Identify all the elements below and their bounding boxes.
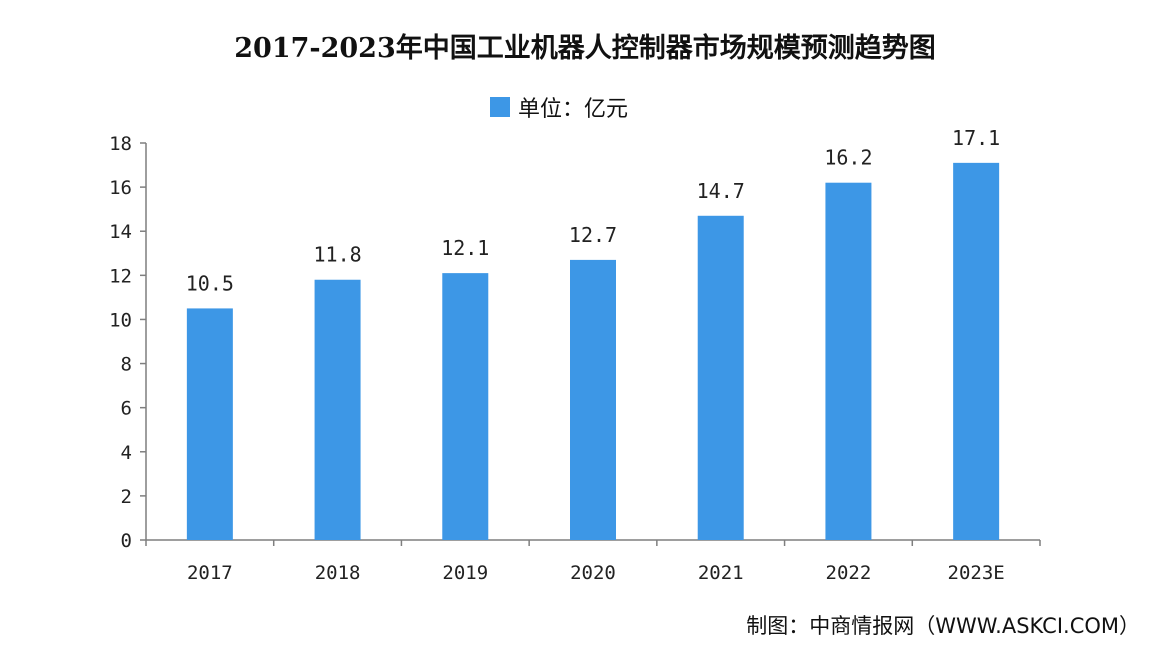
bar <box>570 259 616 540</box>
source-credit: 制图：中商情报网（WWW.ASKCI.COM） <box>746 614 1140 638</box>
x-tick-label: 2022 <box>826 562 872 584</box>
bar <box>953 162 1000 540</box>
y-tick-label: 2 <box>121 486 132 508</box>
data-label: 10.5 <box>186 271 234 295</box>
y-tick-label: 4 <box>121 442 132 464</box>
y-tick-label: 0 <box>121 530 132 552</box>
x-tick-label: 2023E <box>948 562 1005 584</box>
data-label: 11.8 <box>313 243 361 267</box>
legend-swatch <box>490 97 510 117</box>
y-tick-label: 6 <box>121 398 132 420</box>
y-tick-label: 12 <box>109 265 132 287</box>
x-tick-label: 2020 <box>570 562 616 584</box>
bar <box>314 279 361 540</box>
x-tick-label: 2021 <box>698 562 744 584</box>
x-tick-label: 2018 <box>315 562 361 584</box>
bar <box>825 182 872 540</box>
data-label: 16.2 <box>824 146 872 170</box>
y-tick-label: 14 <box>109 221 132 243</box>
y-tick-label: 16 <box>109 177 132 199</box>
x-tick-label: 2019 <box>442 562 488 584</box>
y-tick-label: 8 <box>121 354 132 376</box>
data-label: 17.1 <box>952 126 1000 150</box>
data-label: 14.7 <box>697 179 745 203</box>
data-label: 12.1 <box>441 236 489 260</box>
bar <box>186 308 233 540</box>
data-label: 12.7 <box>569 223 617 247</box>
bar <box>442 273 489 540</box>
y-tick-label: 10 <box>109 309 132 331</box>
legend-label: 单位：亿元 <box>518 97 629 122</box>
y-tick-label: 18 <box>109 133 132 155</box>
x-tick-label: 2017 <box>187 562 233 584</box>
chart-title: 2017-2023年中国工业机器人控制器市场规模预测趋势图 <box>234 33 936 64</box>
legend: 单位：亿元 <box>490 92 628 122</box>
bar <box>697 215 744 541</box>
